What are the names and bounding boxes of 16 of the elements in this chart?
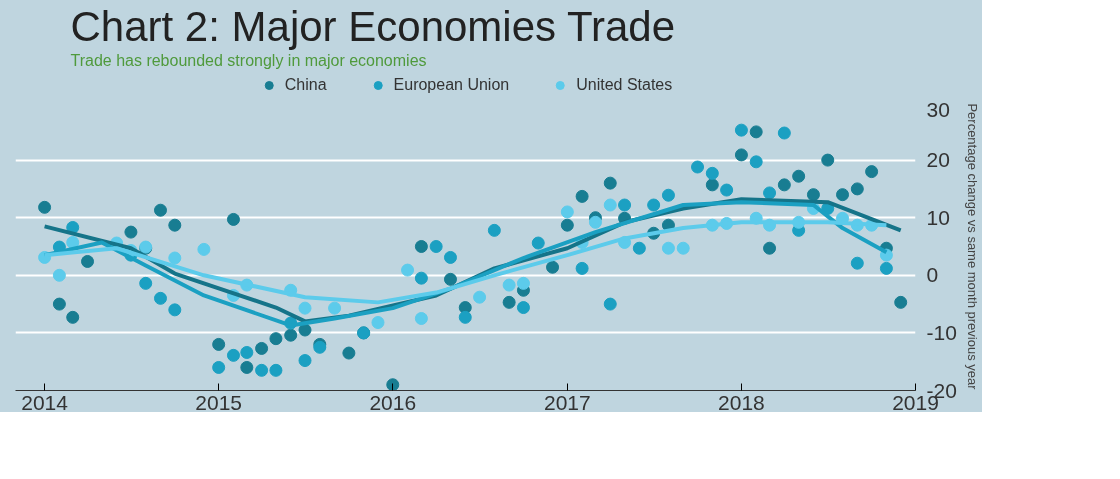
chart-title: Chart 2: Major Economies Trade [70,2,676,50]
legend-label: United States [576,76,673,94]
y-axis-title: Percentage change vs same month previous year [964,103,980,391]
x-tick-label: 2016 [369,390,417,414]
y-tick-label: 0 [926,263,939,287]
legend-label: European Union [393,76,510,94]
y-tick-label: -10 [926,320,957,344]
y-tick-label: 10 [926,205,950,229]
chart-subtitle: Trade has rebounded strongly in major economies [70,51,427,69]
x-tick-label: 2015 [195,390,243,414]
x-tick-label: 2017 [543,390,591,414]
legend-label: China [284,76,327,94]
y-tick-label: 20 [926,148,950,172]
y-tick-label: 30 [926,97,950,121]
x-tick-label: 2014 [21,390,69,414]
x-tick-label: 2018 [718,390,765,414]
